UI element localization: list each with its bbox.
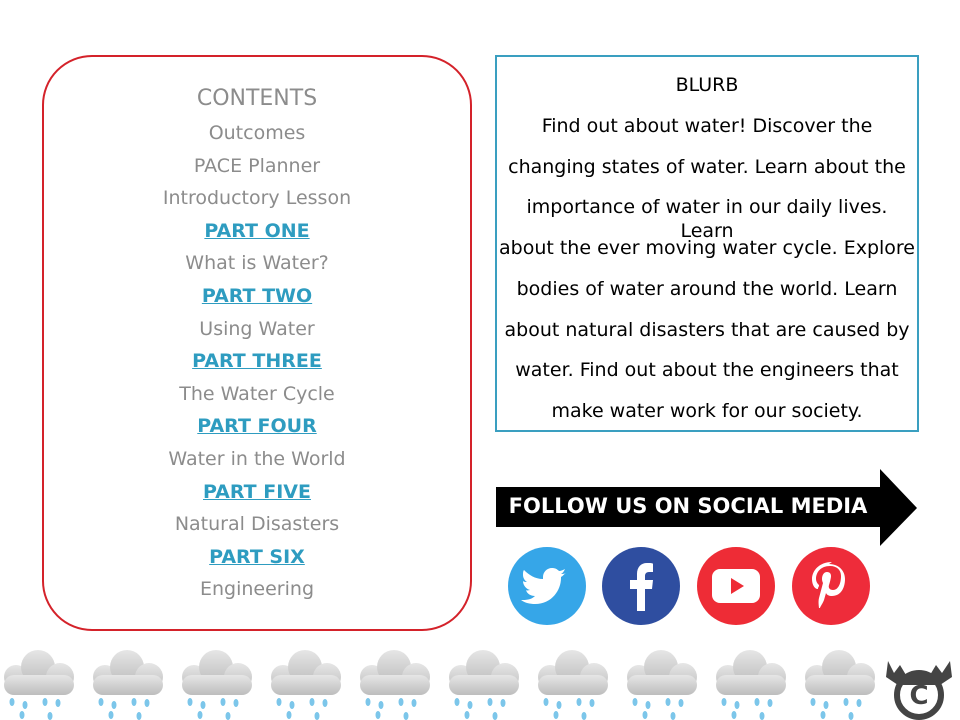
contents-item: The Water Cycle <box>179 382 335 405</box>
rain-cloud-icon <box>4 650 74 720</box>
contents-item: Water in the World <box>168 448 346 470</box>
contents-item: Introductory Lesson <box>162 187 352 210</box>
blurb-line: about the ever moving water cycle. Explo… <box>498 237 915 260</box>
copyright-moose-logo: C <box>886 661 952 720</box>
svg-text:C: C <box>909 681 928 711</box>
rain-cloud-border: C <box>4 650 952 720</box>
rain-cloud-icon <box>716 650 786 720</box>
blurb-line: changing states of water. Learn about th… <box>508 155 906 178</box>
contents-item: Outcomes <box>208 122 306 144</box>
blurb-line: make water work for our society. <box>551 399 863 422</box>
contents-panel: CONTENTS Outcomes PACE Planner Introductory… <box>42 55 472 631</box>
follow-us-banner-text: FOLLOW US ON SOCIAL MEDIA <box>508 494 868 518</box>
blurb-panel: BLURB Find out about water! Discover the c… <box>495 55 919 432</box>
blurb-line: about natural disasters that are caused … <box>504 318 910 341</box>
facebook-icon[interactable] <box>602 547 680 625</box>
blurb-line: bodies of water around the world. Learn <box>516 277 898 300</box>
contents-part-link[interactable]: PART FOUR <box>197 415 317 438</box>
twitter-icon[interactable] <box>508 547 586 625</box>
contents-item: What is Water? <box>185 252 329 275</box>
contents-part-link[interactable]: PART SIX <box>209 545 305 568</box>
rain-cloud-icon <box>449 650 519 720</box>
rain-cloud-icon <box>805 650 875 720</box>
contents-part-link[interactable]: PART THREE <box>192 350 322 373</box>
blurb-line: importance of water in our daily lives. … <box>526 196 888 243</box>
arrow-banner <box>496 469 917 546</box>
blurb-title: BLURB <box>675 74 739 96</box>
contents-title: CONTENTS <box>196 86 318 111</box>
contents-item: Engineering <box>200 578 314 601</box>
contents-item: Natural Disasters <box>174 513 340 536</box>
contents-item: PACE Planner <box>193 154 321 177</box>
rain-cloud-icon <box>360 650 430 720</box>
rain-cloud-icon <box>538 650 608 720</box>
contents-item: Using Water <box>199 317 315 340</box>
blurb-line: water. Find out about the engineers that <box>515 359 899 382</box>
rain-cloud-icon <box>627 650 697 720</box>
pinterest-icon[interactable] <box>792 547 870 625</box>
rain-cloud-icon <box>182 650 252 720</box>
rain-cloud-icon <box>271 650 341 720</box>
youtube-icon[interactable] <box>697 547 775 625</box>
contents-part-link[interactable]: PART TWO <box>201 285 313 307</box>
rain-cloud-icon <box>93 650 163 720</box>
contents-part-link[interactable]: PART ONE <box>204 219 310 242</box>
blurb-line: Find out about water! Discover the <box>541 115 873 137</box>
contents-part-link[interactable]: PART FIVE <box>203 480 311 503</box>
